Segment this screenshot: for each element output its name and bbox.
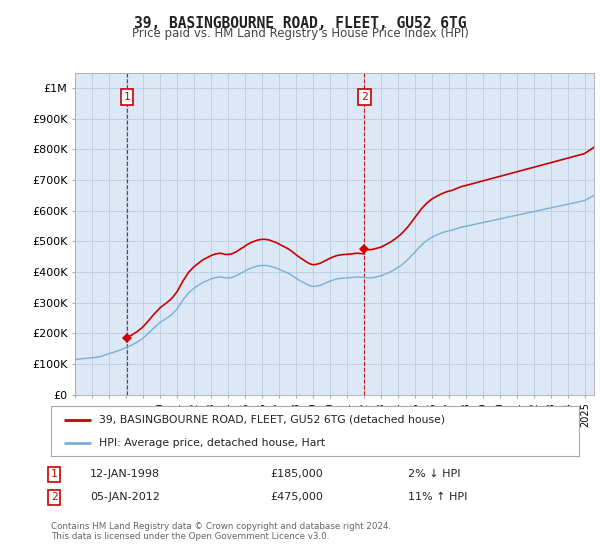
Text: £185,000: £185,000 — [270, 469, 323, 479]
Text: 2: 2 — [361, 92, 368, 102]
Text: 1: 1 — [124, 92, 130, 102]
Text: Contains HM Land Registry data © Crown copyright and database right 2024.
This d: Contains HM Land Registry data © Crown c… — [51, 522, 391, 542]
Text: 05-JAN-2012: 05-JAN-2012 — [90, 492, 160, 502]
Text: 39, BASINGBOURNE ROAD, FLEET, GU52 6TG (detached house): 39, BASINGBOURNE ROAD, FLEET, GU52 6TG (… — [98, 414, 445, 424]
Text: 11% ↑ HPI: 11% ↑ HPI — [408, 492, 467, 502]
Text: 2: 2 — [50, 492, 58, 502]
Text: Price paid vs. HM Land Registry's House Price Index (HPI): Price paid vs. HM Land Registry's House … — [131, 27, 469, 40]
Text: 2% ↓ HPI: 2% ↓ HPI — [408, 469, 461, 479]
Text: HPI: Average price, detached house, Hart: HPI: Average price, detached house, Hart — [98, 438, 325, 448]
Text: 1: 1 — [50, 469, 58, 479]
Text: 12-JAN-1998: 12-JAN-1998 — [90, 469, 160, 479]
Text: £475,000: £475,000 — [270, 492, 323, 502]
Text: 39, BASINGBOURNE ROAD, FLEET, GU52 6TG: 39, BASINGBOURNE ROAD, FLEET, GU52 6TG — [134, 16, 466, 31]
